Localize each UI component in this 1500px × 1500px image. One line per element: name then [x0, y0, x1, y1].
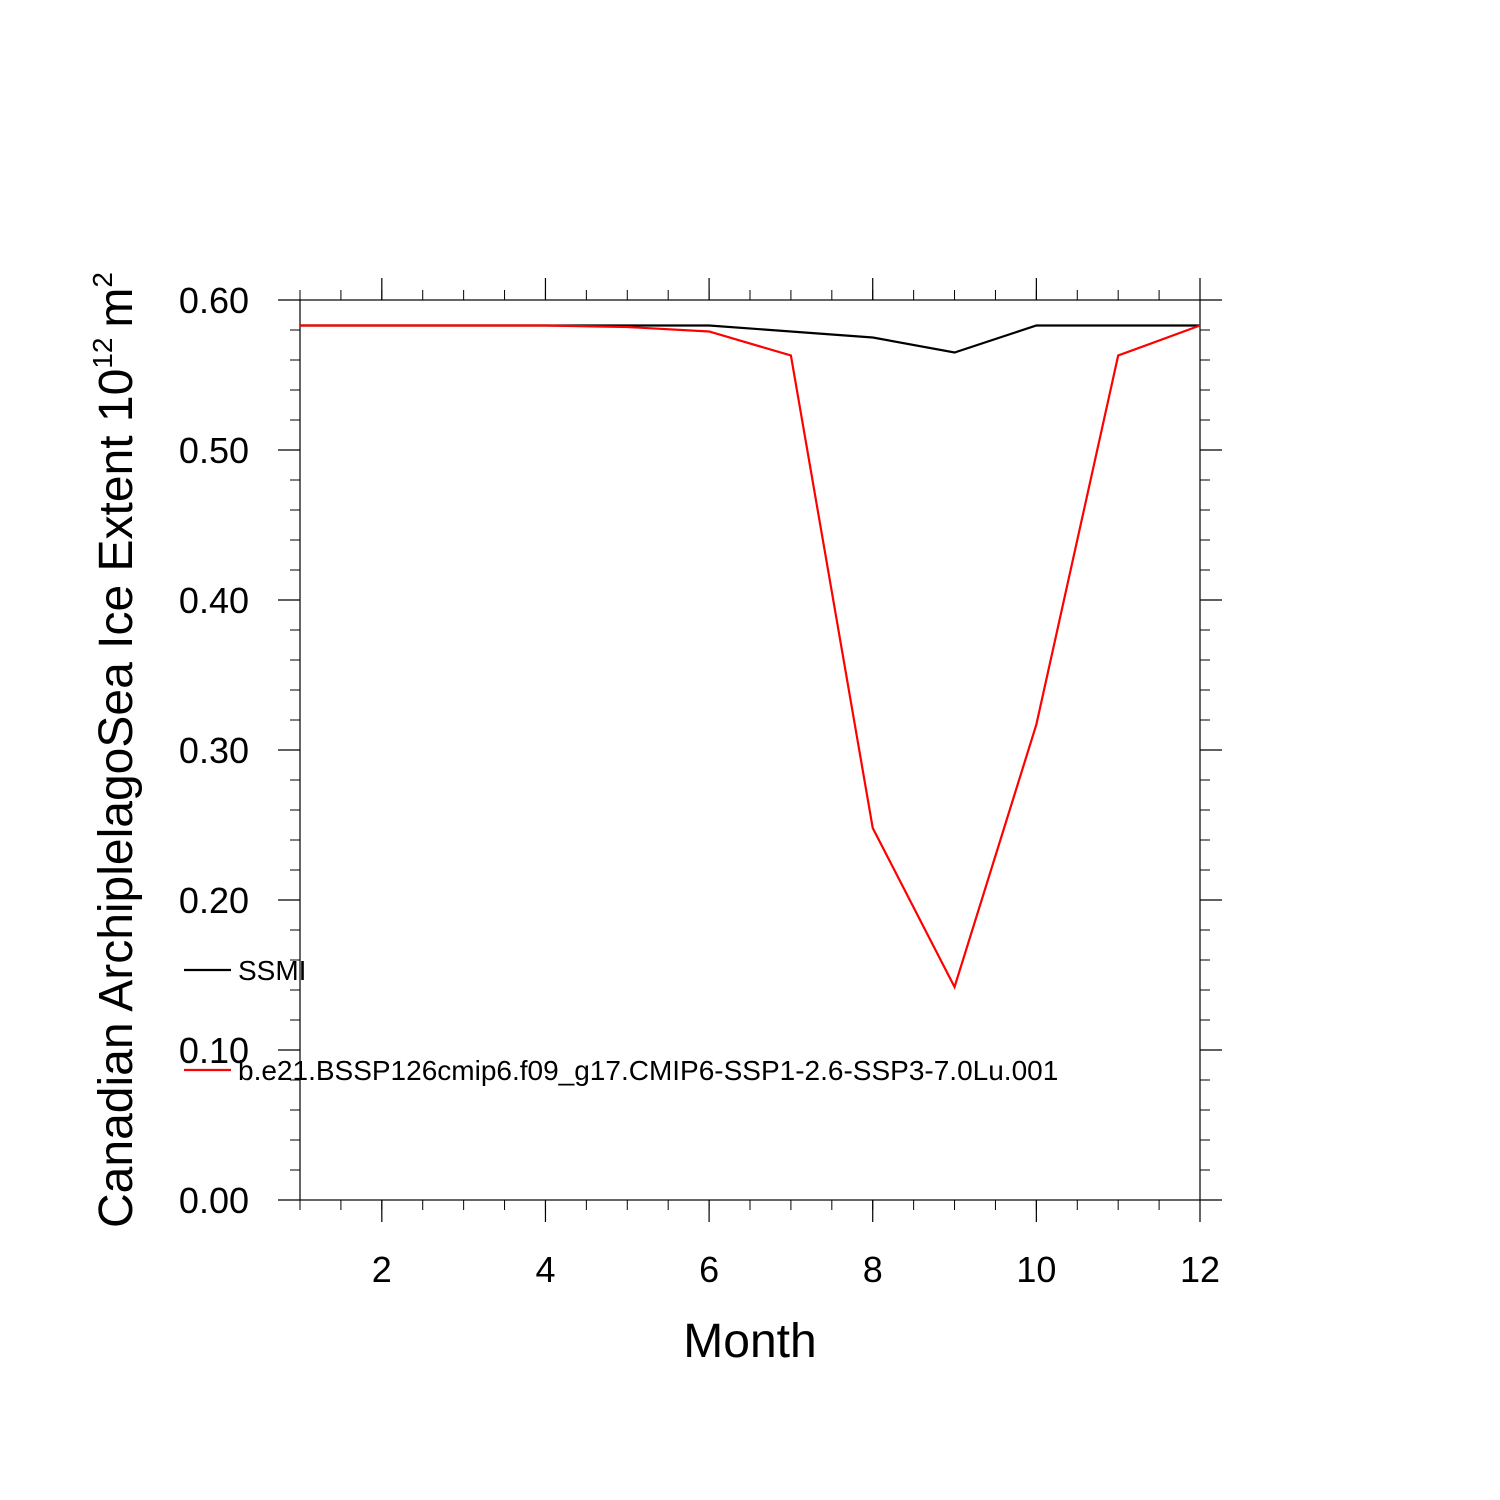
tick-labels: 2 4 6 8 10 12 0.00 0.10 0.20 0.30 0.40 0.50 0.60: [179, 280, 1220, 1290]
y-tick-label: 0.30: [179, 730, 249, 771]
x-tick-label: 2: [372, 1249, 392, 1290]
plot-frame: [299, 299, 1201, 1201]
legend: SSMI b.e21.BSSP126cmip6.f09_g17.CMIP6-SS…: [184, 955, 1058, 1086]
y-axis-title-main: Canadian ArchiplelagoSea Ice Extent 10: [90, 369, 143, 1228]
y-tick-label: 0.40: [179, 580, 249, 621]
y-tick-label: 0.50: [179, 430, 249, 471]
y-axis-title-unit: m: [90, 288, 143, 328]
x-tick-label: 6: [699, 1249, 719, 1290]
series-line-model-run: [300, 324, 1201, 990]
y-axis-title-exponent: 12: [87, 338, 118, 369]
x-tick-label: 10: [1016, 1249, 1056, 1290]
x-tick-label: 12: [1180, 1249, 1220, 1290]
y-tick-label: 0.00: [179, 1180, 249, 1221]
y-axis-title-unit-exponent: 2: [87, 272, 118, 288]
x-tick-label: 8: [863, 1249, 883, 1290]
axis-ticks: [278, 278, 1222, 1222]
x-axis-title: Month: [683, 1315, 816, 1368]
series-lines: [300, 324, 1201, 990]
x-tick-label: 4: [535, 1249, 555, 1290]
legend-label-model-run: b.e21.BSSP126cmip6.f09_g17.CMIP6-SSP1-2.…: [238, 1055, 1058, 1086]
y-tick-label: 0.20: [179, 880, 249, 921]
y-tick-label: 0.60: [179, 280, 249, 321]
legend-label-ssmi: SSMI: [238, 955, 306, 986]
y-tick-label: 0.10: [179, 1030, 249, 1071]
y-axis-title: Canadian ArchiplelagoSea Ice Extent 1012…: [87, 272, 143, 1228]
